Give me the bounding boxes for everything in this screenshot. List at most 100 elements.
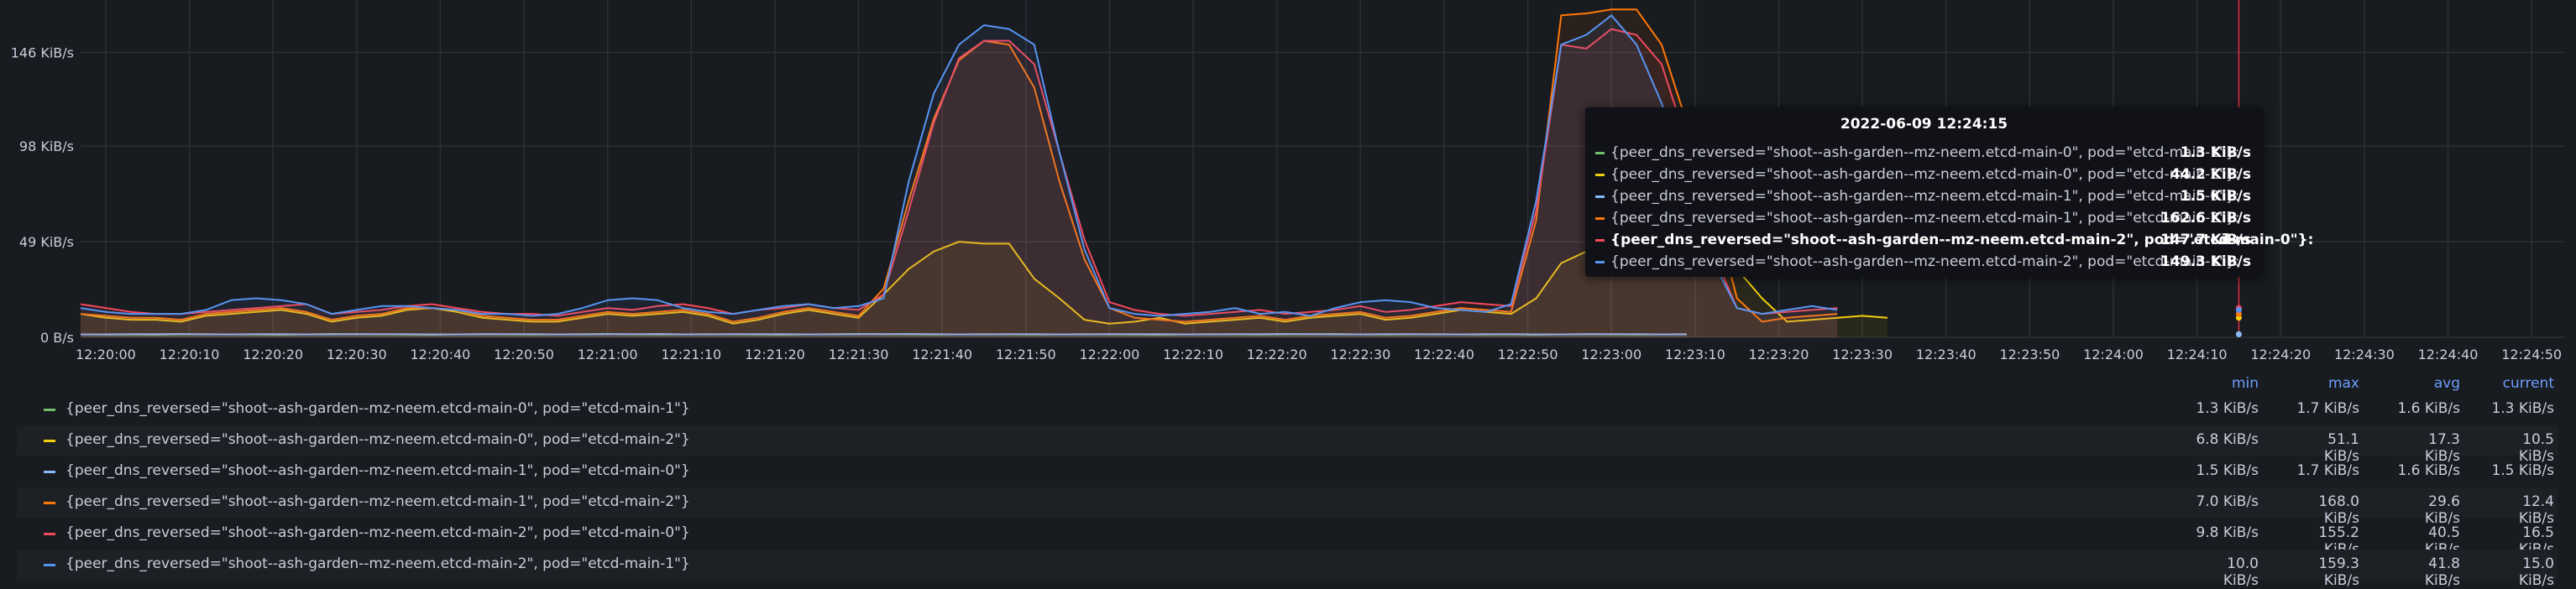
x-tick-label: 12:23:40 [1916,347,1977,362]
x-tick-label: 12:24:00 [2083,347,2144,362]
legend-row[interactable]: {peer_dns_reversed="shoot--ash-garden--m… [17,425,2558,465]
legend-row[interactable]: {peer_dns_reversed="shoot--ash-garden--m… [17,550,2558,589]
legend-swatch[interactable] [44,471,55,473]
x-tick-label: 12:20:20 [243,347,303,362]
series-line[interactable] [81,333,1687,336]
series-group [80,8,1888,338]
tooltip-series-value: 147.7 KiB/s [2160,232,2251,248]
legend-series-label[interactable]: {peer_dns_reversed="shoot--ash-garden--m… [65,462,690,479]
tooltip-swatch [1595,195,1605,198]
x-tick-label: 12:22:40 [1414,347,1474,362]
legend-value-avg: 1.6 KiB/s [2397,400,2460,417]
legend-value-min: 9.8 KiB/s [2196,524,2259,541]
x-tick-label: 12:21:20 [745,347,805,362]
tooltip-series-value: 1.3 KiB/s [2180,144,2251,161]
legend-value-max: 1.7 KiB/s [2296,462,2359,479]
legend-swatch[interactable] [44,533,55,535]
legend-row[interactable]: {peer_dns_reversed="shoot--ash-garden--m… [17,519,2558,558]
x-tick-label: 12:21:30 [829,347,889,362]
legend-value-max: 159.3 KiB/s [2318,555,2359,589]
x-tick-label: 12:20:50 [494,347,554,362]
legend-row[interactable]: {peer_dns_reversed="shoot--ash-garden--m… [17,456,2558,487]
x-tick-label: 12:23:50 [1999,347,2060,362]
x-tick-label: 12:22:10 [1163,347,1223,362]
x-tick-label: 12:23:00 [1581,347,1641,362]
legend-value-current: 10.5 KiB/s [2518,431,2554,465]
y-tick-label: 98 KiB/s [19,138,74,154]
legend-value-max: 168.0 KiB/s [2318,493,2359,527]
x-tick-label: 12:22:50 [1498,347,1558,362]
x-tick-label: 12:24:50 [2501,347,2562,362]
x-tick-label: 12:24:40 [2418,347,2479,362]
tooltip-swatch [1595,217,1605,220]
y-tick-label: 146 KiB/s [11,45,74,61]
tooltip-series-label: {peer_dns_reversed="shoot--ash-garden--m… [1610,188,2240,205]
legend-header-min[interactable]: min [2231,375,2259,392]
tooltip-swatch [1595,152,1605,154]
legend-row[interactable]: {peer_dns_reversed="shoot--ash-garden--m… [17,394,2558,425]
tooltip-row: {peer_dns_reversed="shoot--ash-garden--m… [1595,230,2313,250]
tooltip-series-label: {peer_dns_reversed="shoot--ash-garden--m… [1610,232,2314,248]
legend-swatch[interactable] [44,502,55,504]
hover-point [2235,306,2242,313]
legend-value-min: 1.3 KiB/s [2196,400,2259,417]
tooltip-row: {peer_dns_reversed="shoot--ash-garden--m… [1595,208,2251,228]
legend-series-label[interactable]: {peer_dns_reversed="shoot--ash-garden--m… [65,555,690,572]
tooltip-series-value: 44.2 KiB/s [2170,166,2251,183]
hover-point [2235,331,2242,338]
tooltip-series-value: 162.6 KiB/s [2160,210,2251,227]
legend-series-label[interactable]: {peer_dns_reversed="shoot--ash-garden--m… [65,524,690,541]
series-line[interactable] [80,14,1838,317]
legend-series-label[interactable]: {peer_dns_reversed="shoot--ash-garden--m… [65,493,690,510]
x-axis: 12:20:00 12:20:10 12:20:20 12:20:30 12:20:40… [76,347,2562,362]
legend-value-current: 12.4 KiB/s [2518,493,2554,527]
x-tick-label: 12:20:10 [160,347,220,362]
x-tick-label: 12:24:10 [2167,347,2228,362]
series-area [81,9,1838,338]
x-tick-label: 12:22:30 [1330,347,1390,362]
tooltip-row: {peer_dns_reversed="shoot--ash-garden--m… [1595,252,2251,272]
x-tick-label: 12:21:50 [996,347,1056,362]
tooltip-series-label: {peer_dns_reversed="shoot--ash-garden--m… [1610,253,2240,270]
tooltip-series-label: {peer_dns_reversed="shoot--ash-garden--m… [1610,166,2240,183]
legend-swatch[interactable] [44,440,55,442]
legend-value-avg: 41.8 KiB/s [2424,555,2460,589]
legend-series-label[interactable]: {peer_dns_reversed="shoot--ash-garden--m… [65,400,690,417]
legend-value-avg: 1.6 KiB/s [2397,462,2460,479]
legend-swatch[interactable] [44,409,55,411]
series-area [81,242,1887,337]
x-tick-label: 12:24:30 [2334,347,2395,362]
legend-header-avg[interactable]: avg [2433,375,2460,392]
series-area [81,15,1838,338]
hover-tooltip: 2022-06-09 12:24:15 {peer_dns_reversed="… [1585,107,2313,277]
tooltip-time: 2022-06-09 12:24:15 [1840,116,2008,133]
legend-value-min: 10.0 KiB/s [2223,555,2259,589]
x-tick-label: 12:23:20 [1749,347,1809,362]
tooltip-swatch [1595,239,1605,242]
x-tick-label: 12:21:10 [661,347,721,362]
legend-value-current: 1.5 KiB/s [2491,462,2554,479]
tooltip-series-label: {peer_dns_reversed="shoot--ash-garden--m… [1610,144,2240,161]
legend-value-avg: 29.6 KiB/s [2424,493,2460,527]
legend-swatch[interactable] [44,564,55,566]
tooltip-series-value: 149.3 KiB/s [2160,253,2251,270]
legend-series-label[interactable]: {peer_dns_reversed="shoot--ash-garden--m… [65,431,690,448]
legend-value-min: 6.8 KiB/s [2196,431,2259,448]
x-tick-label: 12:23:30 [1832,347,1893,362]
tooltip-row: {peer_dns_reversed="shoot--ash-garden--m… [1595,186,2251,206]
legend-value-current: 1.3 KiB/s [2491,400,2554,417]
x-tick-label: 12:21:00 [578,347,638,362]
y-tick-label: 0 B/s [40,330,74,346]
legend-value-min: 7.0 KiB/s [2196,493,2259,510]
tooltip-series-label: {peer_dns_reversed="shoot--ash-garden--m… [1610,210,2240,227]
legend-row[interactable]: {peer_dns_reversed="shoot--ash-garden--m… [17,487,2558,527]
legend-header-max[interactable]: max [2327,375,2359,392]
x-tick-label: 12:22:20 [1247,347,1307,362]
legend-header-current[interactable]: current [2502,375,2554,392]
x-tick-label: 12:20:30 [327,347,387,362]
x-tick-label: 12:22:00 [1080,347,1140,362]
x-tick-label: 12:21:40 [912,347,972,362]
series-line[interactable] [80,28,1838,317]
tooltip-swatch [1595,261,1605,263]
